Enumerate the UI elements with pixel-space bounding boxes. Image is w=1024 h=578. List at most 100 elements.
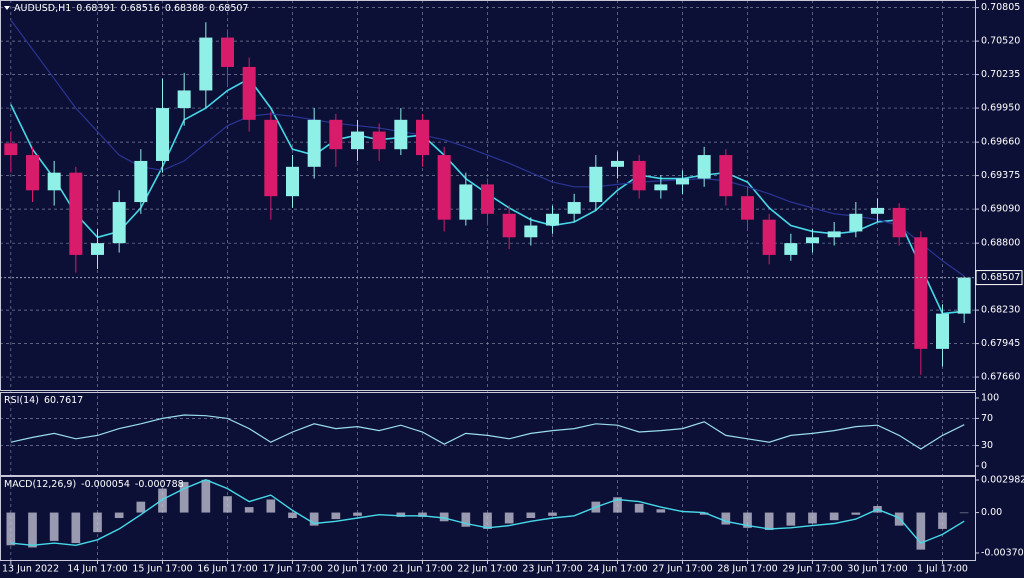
last-price-box bbox=[975, 270, 1023, 286]
y-tick-label: 0.69950 bbox=[981, 103, 1020, 114]
signal-line bbox=[10, 479, 965, 547]
histogram-bar bbox=[656, 509, 666, 513]
y-tick-label: 0.70805 bbox=[981, 2, 1020, 13]
header-value: 0.68516 bbox=[121, 3, 160, 14]
candle-body bbox=[806, 237, 819, 244]
candle-body bbox=[676, 178, 689, 185]
y-tick-label: 0.002982 bbox=[981, 475, 1024, 486]
candle-body bbox=[589, 166, 603, 203]
candle-body bbox=[957, 277, 971, 314]
header-value: 60.7617 bbox=[44, 395, 83, 406]
candle-body bbox=[221, 37, 234, 67]
histogram-bar bbox=[439, 512, 449, 522]
candle-body bbox=[26, 155, 39, 191]
x-tick-label: 29 Jun 17:00 bbox=[782, 564, 842, 575]
candle-body bbox=[459, 184, 473, 220]
candle-body bbox=[719, 155, 733, 197]
macd-panel-border bbox=[0, 476, 976, 561]
candle-body bbox=[286, 166, 299, 197]
histogram-bar bbox=[353, 512, 362, 516]
candle-body bbox=[156, 108, 169, 161]
histogram-bar bbox=[808, 512, 817, 524]
candle-body bbox=[199, 37, 213, 91]
histogram-bar bbox=[829, 512, 839, 521]
x-tick-label: 17 Jun 17:00 bbox=[262, 564, 322, 575]
candle-body bbox=[827, 231, 841, 238]
histogram-bar bbox=[613, 497, 622, 513]
histogram-bar bbox=[938, 512, 947, 529]
histogram-bar bbox=[71, 512, 81, 544]
candle-body bbox=[394, 119, 408, 150]
frame-layer bbox=[0, 0, 976, 561]
x-tick-label: 1 Jul 17:00 bbox=[917, 564, 968, 575]
candle-body bbox=[69, 172, 83, 255]
histogram-bar bbox=[764, 512, 774, 531]
x-tick-label: 14 Jun 17:00 bbox=[67, 564, 127, 575]
x-tick-label: 16 Jun 17:00 bbox=[197, 564, 257, 575]
histogram-bar bbox=[6, 512, 16, 546]
histogram-bar bbox=[548, 512, 557, 516]
histogram-bar bbox=[786, 512, 796, 526]
y-tick-label: 0.69660 bbox=[981, 137, 1020, 148]
histogram-bar bbox=[526, 512, 536, 519]
marks-layer bbox=[0, 19, 975, 550]
candle-body bbox=[762, 219, 776, 255]
y-tick-label: 0.00 bbox=[981, 507, 1002, 518]
candle-body bbox=[134, 160, 148, 203]
candle-body bbox=[177, 90, 191, 109]
panel-header: RSI(14) 60.7617 bbox=[4, 395, 83, 406]
panel-header: AUDUSD,H1 0.68391 0.68516 0.68388 0.68507 bbox=[14, 3, 248, 14]
candle-body bbox=[242, 66, 256, 120]
candle-body bbox=[524, 225, 538, 238]
last-price-label: 0.68507 bbox=[981, 272, 1020, 283]
y-tick-label: 0 bbox=[981, 461, 987, 472]
candle-body bbox=[264, 119, 278, 197]
menu-arrow[interactable] bbox=[4, 6, 10, 10]
moving-average bbox=[10, 19, 965, 277]
rsi-panel-border bbox=[0, 392, 976, 476]
histogram-bar bbox=[158, 488, 167, 513]
candle-body bbox=[567, 202, 581, 214]
histogram-bar bbox=[179, 482, 189, 513]
histogram-bar bbox=[721, 512, 731, 525]
histogram-bar bbox=[28, 512, 37, 548]
x-tick-label: 23 Jun 17:00 bbox=[522, 564, 582, 575]
y-tick-label: 100 bbox=[981, 393, 999, 404]
histogram-bar bbox=[634, 503, 644, 513]
candle-body bbox=[936, 313, 949, 349]
histogram-bar bbox=[483, 512, 492, 529]
candle-body bbox=[416, 119, 429, 156]
histogram-bar bbox=[331, 512, 341, 520]
candle-body bbox=[546, 213, 559, 226]
candle-body bbox=[91, 243, 104, 255]
candle-body bbox=[654, 184, 668, 191]
histogram-bar bbox=[461, 512, 471, 527]
y-tick-label: 30 bbox=[981, 440, 993, 451]
x-tick-label: 15 Jun 17:00 bbox=[132, 564, 192, 575]
y-tick-label: 0.67660 bbox=[981, 372, 1020, 383]
y-tick-label: 0.68230 bbox=[981, 305, 1020, 316]
main-panel-border bbox=[0, 0, 976, 391]
x-tick-label: 22 Jun 17:00 bbox=[457, 564, 517, 575]
candle-body bbox=[849, 213, 863, 232]
header-value: 0.68391 bbox=[76, 3, 115, 14]
candle-body bbox=[632, 160, 646, 191]
panel-header: MACD(12,26,9) -0.000054 -0.000788 bbox=[4, 479, 184, 490]
candle-body bbox=[47, 172, 61, 191]
histogram-bar bbox=[49, 512, 59, 541]
candle-body bbox=[481, 184, 494, 214]
indicator-name: AUDUSD,H1 bbox=[14, 3, 71, 14]
candle-body bbox=[871, 207, 884, 214]
y-tick-label: 0.69090 bbox=[981, 204, 1020, 215]
histogram-bar bbox=[504, 512, 514, 524]
candle-body bbox=[4, 143, 18, 156]
histogram-bar bbox=[894, 512, 904, 526]
header-value: 0.68388 bbox=[165, 3, 204, 14]
candle-body bbox=[892, 207, 906, 238]
header-value: 0.68507 bbox=[209, 3, 248, 14]
candle-body bbox=[502, 213, 516, 238]
histogram-bar bbox=[266, 499, 276, 513]
